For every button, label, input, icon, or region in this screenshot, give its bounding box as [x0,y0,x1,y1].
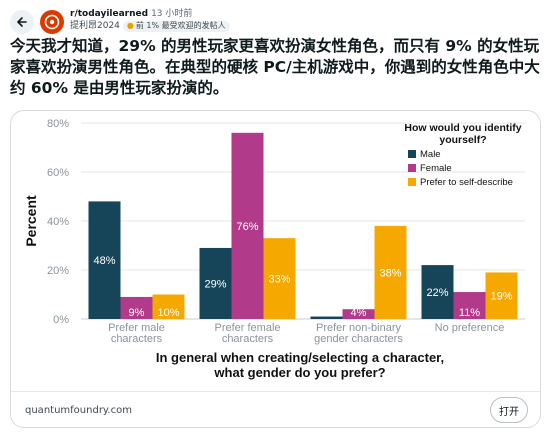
post-time: 13 小时前 [151,9,193,19]
y-tick-label: 40% [47,216,69,228]
x-tick-label: characters [111,333,163,345]
post-title[interactable]: 今天我才知道，29% 的男性玩家更喜欢扮演女性角色，而只有 9% 的女性玩家喜欢… [10,37,540,97]
y-tick-label: 60% [47,167,69,179]
data-label: 33% [268,274,290,286]
open-link-button[interactable]: 打开 [490,397,528,423]
data-label: 38% [379,267,401,279]
subreddit-avatar[interactable] [40,10,64,34]
legend-entry: Female [420,163,452,174]
data-label: 9% [129,307,145,319]
legend-entry: Prefer to self-describe [420,177,513,188]
x-axis-title: what gender do you prefer? [213,365,385,380]
arrow-left-icon [17,17,27,27]
legend-title: How would you identify [404,122,521,134]
poster-badge: ● 前 1% 最受欢迎的发帖人 [122,20,230,32]
bar [231,132,264,319]
y-axis-title: Percent [23,195,39,247]
post-meta: r/todayilearned 13 小时前 提利昂2024 ● 前 1% 最受欢迎的… [70,8,230,32]
x-tick-label: Prefer female [214,322,280,334]
data-label: 10% [157,307,179,319]
bar-chart: 0% 20% 40% 60% 80% Percent 48% 9% 10% Prefer male… [23,118,525,380]
bar [152,294,185,319]
bar [310,316,343,319]
bar [342,309,375,319]
y-tick-label: 0% [53,314,69,326]
back-button[interactable] [10,10,34,34]
bar [88,201,121,319]
y-tick-label: 80% [47,118,69,130]
link-preview-card[interactable]: 0% 20% 40% 60% 80% Percent 48% 9% 10% Prefer male… [10,110,541,428]
bar [199,247,232,319]
data-label: 19% [490,291,512,303]
author-link[interactable]: 提利昂2024 [70,21,120,31]
subreddit-logo-icon [44,14,60,30]
trophy-icon: ● [126,21,134,30]
card-footer: quantumfoundry.com 打开 [11,391,540,427]
legend-swatch [408,150,416,158]
bar [421,265,454,319]
data-label: 11% [459,307,480,319]
x-tick-label: characters [222,333,274,345]
legend-title: yourself? [439,134,486,146]
data-label: 76% [236,221,258,233]
subreddit-link[interactable]: r/todayilearned [70,9,149,19]
data-label: 4% [351,307,367,319]
legend-swatch [408,178,416,186]
legend-entry: Male [420,149,441,160]
data-label: 22% [426,287,448,299]
x-tick-label: Prefer male [108,322,165,334]
data-label: 29% [204,278,226,290]
bar [120,296,153,319]
bar [453,292,486,319]
badge-label: 前 1% 最受欢迎的发帖人 [135,21,226,30]
x-tick-label: gender characters [314,333,403,345]
legend-swatch [408,164,416,172]
x-tick-label: No preference [435,322,505,334]
bar [374,225,407,319]
link-domain: quantumfoundry.com [25,405,132,416]
bar [485,272,518,319]
x-tick-label: Prefer non-binary [316,322,401,334]
bar [263,238,296,319]
x-axis-title: In general when creating/selecting a cha… [156,350,444,365]
y-tick-label: 20% [47,265,69,277]
data-label: 48% [93,255,115,267]
